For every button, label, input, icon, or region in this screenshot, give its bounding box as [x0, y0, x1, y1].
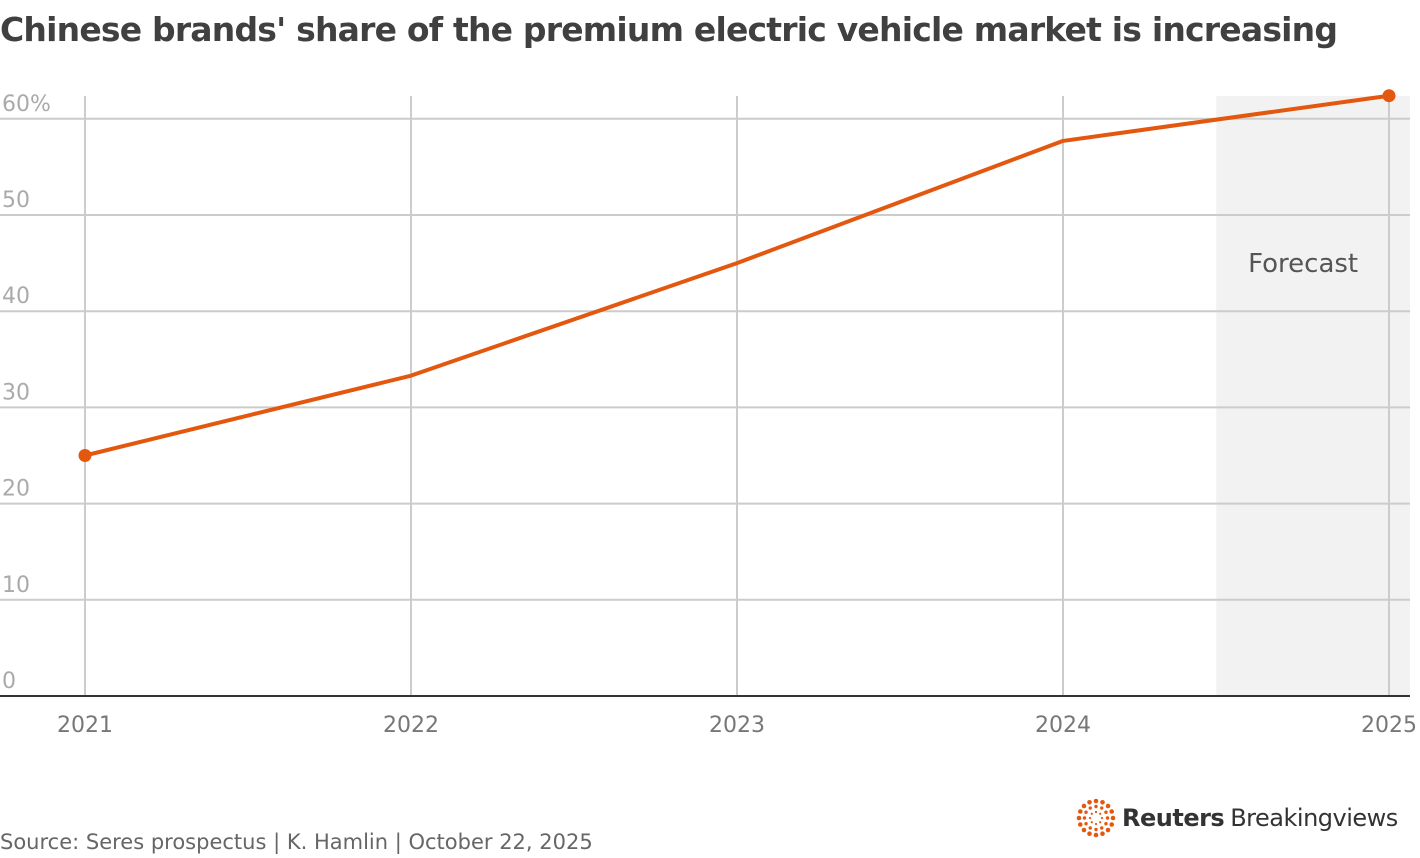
reuters-dots-icon — [1076, 798, 1116, 838]
data-point — [1382, 89, 1396, 103]
y-tick-label: 50 — [2, 188, 30, 213]
forecast-region — [1216, 96, 1410, 696]
line-chart: Forecast 0 10 20 30 40 50 60% 2021 2022 2023 2024 20… — [0, 89, 1417, 738]
y-tick-label: 10 — [2, 573, 30, 598]
series-line — [84, 93, 1390, 458]
x-tick-label: 2021 — [57, 713, 113, 738]
logo-breakingviews: Breakingviews — [1230, 804, 1398, 832]
data-point — [78, 449, 92, 462]
x-tick-label: 2025 — [1361, 713, 1417, 738]
chart-title: Chinese brands' share of the premium ele… — [0, 10, 1338, 49]
y-tick-label: 40 — [2, 284, 30, 309]
forecast-label: Forecast — [1248, 249, 1358, 279]
x-tick-label: 2024 — [1035, 713, 1091, 738]
reuters-breakingviews-logo: Reuters Breakingviews — [1076, 798, 1398, 838]
x-tick-label: 2022 — [383, 713, 439, 738]
y-tick-label: 60% — [2, 92, 51, 117]
y-tick-label: 30 — [2, 380, 30, 405]
x-tick-label: 2023 — [709, 713, 765, 738]
source-note: Source: Seres prospectus | K. Hamlin | O… — [0, 830, 593, 854]
y-tick-label: 0 — [2, 669, 16, 694]
y-tick-label: 20 — [2, 477, 30, 502]
logo-reuters: Reuters — [1122, 804, 1225, 832]
